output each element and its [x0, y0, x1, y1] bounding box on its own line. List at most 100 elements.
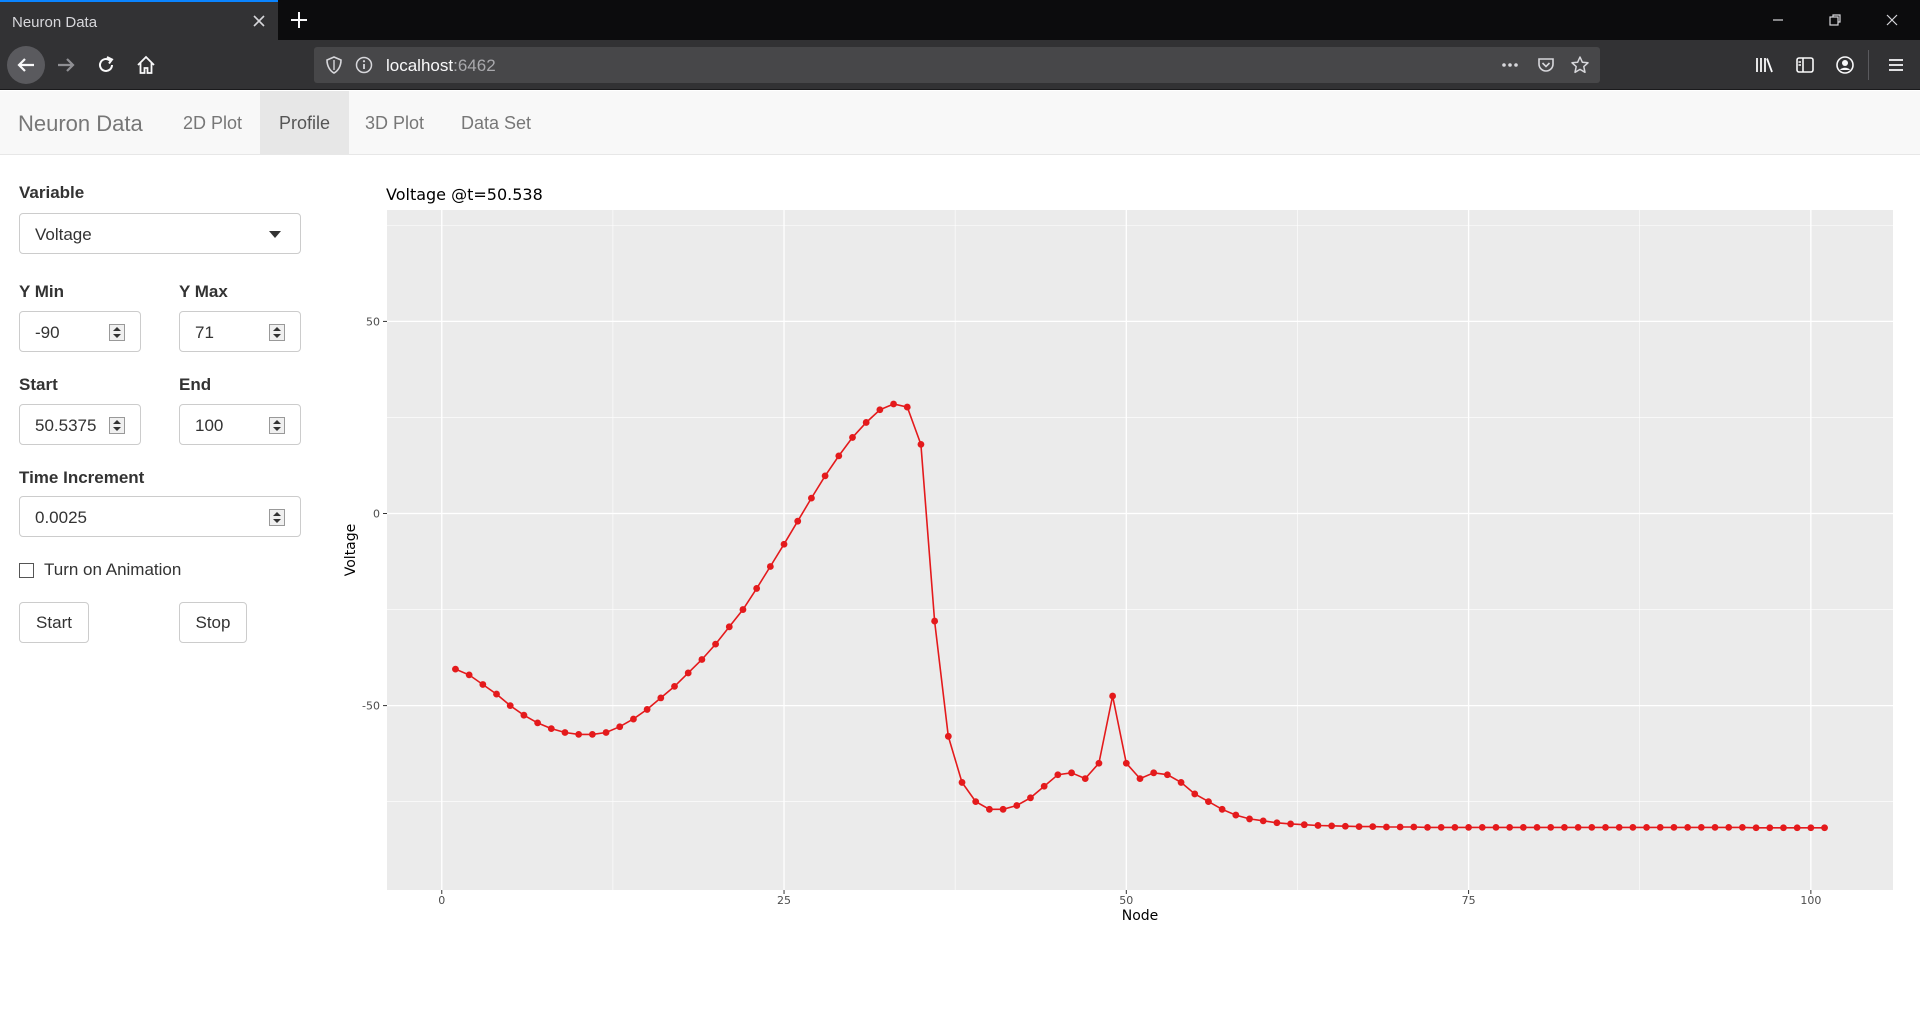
animation-checkbox[interactable]: [19, 563, 34, 578]
time-increment-spinner-icon[interactable]: [269, 509, 285, 526]
data-point: [835, 452, 843, 460]
browser-toolbar: localhost:6462: [0, 40, 1920, 90]
ymax-input[interactable]: 71: [179, 311, 301, 352]
data-point: [1519, 823, 1527, 831]
y-tick-label: 0: [373, 508, 380, 521]
browser-tab[interactable]: Neuron Data: [0, 0, 278, 40]
info-icon[interactable]: [354, 55, 374, 75]
data-point: [1766, 824, 1774, 832]
data-point: [739, 606, 747, 613]
account-icon[interactable]: [1834, 54, 1856, 76]
home-button[interactable]: [129, 48, 163, 82]
more-actions-icon[interactable]: [1500, 55, 1520, 75]
data-point: [1670, 823, 1678, 831]
ymax-label: Y Max: [179, 282, 228, 301]
data-point: [876, 406, 884, 414]
data-point: [1492, 823, 1500, 831]
minor-gridlines: [387, 210, 1893, 890]
data-point: [1451, 823, 1459, 831]
data-point: [465, 671, 473, 679]
variable-select[interactable]: Voltage: [19, 213, 301, 254]
data-point: [1424, 823, 1431, 831]
data-point: [917, 440, 925, 448]
end-spinner-icon[interactable]: [269, 417, 285, 434]
data-point: [1081, 775, 1089, 782]
data-point: [1643, 823, 1650, 831]
reload-icon: [99, 56, 114, 72]
url-bar[interactable]: localhost:6462: [314, 47, 1600, 83]
end-input[interactable]: 100: [179, 404, 301, 445]
data-point: [1465, 823, 1472, 831]
data-point: [506, 702, 514, 709]
data-point: [1163, 771, 1171, 779]
window-close-icon[interactable]: [1882, 10, 1902, 30]
ymax-value: 71: [195, 323, 214, 342]
forward-button[interactable]: [49, 48, 83, 82]
menu-icon[interactable]: [1885, 54, 1907, 76]
data-point: [630, 715, 637, 723]
ymax-spinner-icon[interactable]: [269, 324, 285, 341]
star-icon[interactable]: [1570, 55, 1590, 75]
data-point: [1437, 823, 1445, 831]
data-point: [1136, 775, 1144, 782]
start-spinner-icon[interactable]: [109, 417, 125, 434]
data-point: [1095, 759, 1103, 767]
new-tab-icon[interactable]: [288, 9, 310, 31]
data-point: [1369, 823, 1377, 831]
back-button[interactable]: [7, 46, 45, 84]
tab-data-set[interactable]: Data Set: [461, 113, 532, 133]
data-point: [1355, 823, 1363, 831]
start-button[interactable]: Start: [19, 602, 89, 643]
data-point: [698, 656, 706, 663]
data-point: [1533, 823, 1541, 831]
data-point: [1410, 823, 1418, 831]
close-icon[interactable]: [250, 12, 268, 30]
data-point: [1656, 823, 1664, 831]
data-point: [1218, 805, 1226, 813]
tab-3d-plot[interactable]: 3D Plot: [365, 113, 425, 133]
data-point: [1040, 782, 1048, 790]
sidebar-icon[interactable]: [1794, 54, 1816, 76]
home-icon: [137, 55, 155, 74]
pocket-icon[interactable]: [1536, 55, 1556, 75]
x-tick-label: 100: [1800, 894, 1821, 907]
data-point: [1027, 794, 1034, 802]
data-point: [808, 494, 815, 502]
minimize-icon[interactable]: [1768, 10, 1788, 30]
animation-label[interactable]: Turn on Animation: [44, 560, 182, 579]
browser-tabstrip: Neuron Data: [0, 0, 1920, 40]
stop-button[interactable]: Stop: [179, 602, 247, 643]
data-point: [931, 617, 939, 625]
tab-profile[interactable]: Profile: [260, 91, 350, 155]
arrow-right-icon: [58, 58, 75, 72]
data-point: [1259, 817, 1267, 825]
ymin-input[interactable]: -90: [19, 311, 141, 352]
url-text[interactable]: localhost:6462: [386, 56, 496, 76]
axis-ticks: 0 25 50 75 100 -50 0 50: [362, 315, 1821, 907]
library-icon[interactable]: [1754, 54, 1776, 76]
variable-select-value: Voltage: [35, 225, 92, 244]
restore-icon[interactable]: [1825, 10, 1845, 30]
data-point: [1177, 779, 1185, 786]
data-point: [616, 723, 624, 731]
data-point: [1506, 823, 1514, 831]
data-point: [1383, 823, 1390, 831]
url-port: :6462: [453, 56, 496, 75]
start-input[interactable]: 50.5375: [19, 404, 141, 445]
app-navbar: Neuron Data 2D Plot Profile 3D Plot Data…: [0, 91, 1920, 155]
tab-2d-plot[interactable]: 2D Plot: [183, 113, 243, 133]
voltage-profile-chart: 0 25 50 75 100 -50 0 50 Node Voltage: [343, 210, 1893, 924]
time-increment-input[interactable]: 0.0025: [19, 496, 301, 537]
data-point: [1314, 822, 1322, 829]
shield-icon[interactable]: [324, 55, 344, 75]
x-tick-label: 0: [438, 894, 445, 907]
reload-button[interactable]: [89, 48, 123, 82]
data-point: [1478, 823, 1486, 831]
data-point: [1821, 824, 1828, 832]
data-point: [657, 694, 665, 702]
ymin-spinner-icon[interactable]: [109, 324, 125, 341]
data-point: [534, 719, 541, 727]
app-brand[interactable]: Neuron Data: [18, 111, 143, 136]
data-point: [1793, 824, 1801, 832]
y-tick-label: 50: [366, 315, 380, 328]
